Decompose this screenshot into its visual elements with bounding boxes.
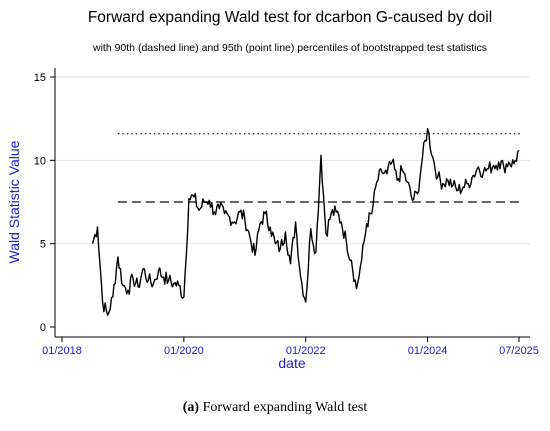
figure-caption: (a) Forward expanding Wald test: [0, 400, 550, 416]
y-tick-label-3: 15: [34, 72, 46, 84]
x-tick-label-0: 01/2018: [42, 345, 82, 357]
y-tick-label-1: 5: [40, 239, 46, 251]
caption-text: Forward expanding Wald test: [199, 400, 368, 415]
gridlines: [56, 76, 530, 245]
x-axis-label: date: [278, 355, 305, 371]
x-tick-label-4: 07/2025: [499, 345, 539, 357]
chart: Forward expanding Wald test for dcarbon …: [6, 9, 539, 371]
x-tick-label-1: 01/2020: [164, 345, 204, 357]
x-tick-label-3: 01/2024: [408, 345, 448, 357]
x-tick-label-2: 01/2022: [286, 345, 326, 357]
caption-label: (a): [182, 400, 200, 415]
y-tick-label-2: 10: [34, 155, 46, 167]
y-axis-label: Wald Statistic Value: [6, 140, 22, 263]
series-layer: [91, 127, 520, 316]
y-ticks: 0 5 10 15: [34, 72, 55, 334]
chart-title: Forward expanding Wald test for dcarbon …: [88, 9, 492, 26]
series-line-0: [91, 127, 520, 316]
chart-subtitle: with 90th (dashed line) and 95th (point …: [92, 42, 487, 54]
x-ticks: 01/2018 01/2020 01/2022 01/2024 07/2025: [42, 337, 539, 357]
y-tick-label-0: 0: [40, 322, 46, 334]
